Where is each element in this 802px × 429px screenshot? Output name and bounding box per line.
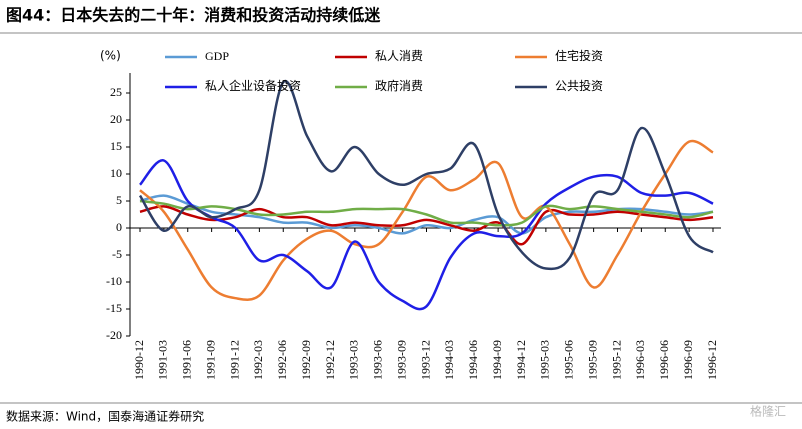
x-tick-label: 1992-12 (323, 340, 337, 380)
legend-label: 私人消费 (375, 49, 423, 63)
y-tick-label: 5 (116, 193, 122, 207)
y-tick-label: 10 (110, 166, 122, 180)
x-tick-label: 1993-03 (347, 340, 361, 380)
x-tick-label: 1993-12 (418, 340, 432, 380)
x-tick-label: 1995-09 (585, 340, 599, 380)
chart-title: 图44：日本失去的二十年：消费和投资活动持续低迷 (6, 6, 381, 25)
series-line (139, 139, 714, 301)
x-tick-label: 1994-03 (442, 340, 456, 380)
x-tick-label: 1991-09 (203, 340, 217, 380)
x-tick-label: 1994-06 (466, 340, 480, 380)
x-tick-label: 1996-06 (657, 340, 671, 380)
x-tick-label: 1994-12 (514, 340, 528, 380)
y-tick-label: -15 (106, 301, 122, 315)
series-line (138, 79, 714, 271)
y-unit: (%) (100, 49, 121, 63)
legend-label: 公共投资 (555, 78, 603, 93)
legend-label: 住宅投资 (555, 48, 603, 63)
watermark: 格隆汇 (750, 404, 786, 419)
x-tick-label: 1993-09 (394, 340, 408, 380)
x-tick-label: 1993-06 (371, 340, 385, 380)
x-tick-label: 1995-12 (609, 340, 623, 380)
y-tick-label: -5 (112, 247, 122, 261)
y-tick-label: 0 (116, 220, 122, 234)
x-tick-label: 1996-03 (633, 340, 647, 380)
x-tick-label: 1992-03 (251, 340, 265, 380)
x-tick-label: 1991-06 (180, 340, 194, 380)
x-tick-label: 1995-06 (562, 340, 576, 380)
x-tick-label: 1992-09 (299, 340, 313, 380)
legend-label: 政府消费 (375, 78, 423, 93)
legend-label: 私人企业设备投资 (205, 78, 301, 93)
x-tick-label: 1996-12 (705, 340, 719, 380)
x-tick-label: 1992-06 (275, 340, 289, 380)
y-tick-label: 15 (110, 139, 122, 153)
y-tick-label: -20 (106, 328, 122, 342)
x-tick-label: 1995-03 (538, 340, 552, 380)
x-tick-label: 1996-09 (681, 340, 695, 380)
x-tick-label: 1990-12 (132, 340, 146, 380)
x-tick-label: 1994-09 (490, 340, 504, 380)
source: 数据来源：Wind，国泰海通证券研究 (6, 409, 204, 424)
y-tick-label: 20 (110, 112, 122, 126)
legend-label: GDP (205, 49, 229, 63)
series-line (139, 205, 714, 246)
y-tick-label: 25 (110, 85, 122, 99)
x-tick-label: 1991-12 (227, 340, 241, 380)
x-tick-label: 1991-03 (156, 340, 170, 380)
series-line (139, 159, 714, 311)
y-tick-label: -10 (106, 274, 122, 288)
